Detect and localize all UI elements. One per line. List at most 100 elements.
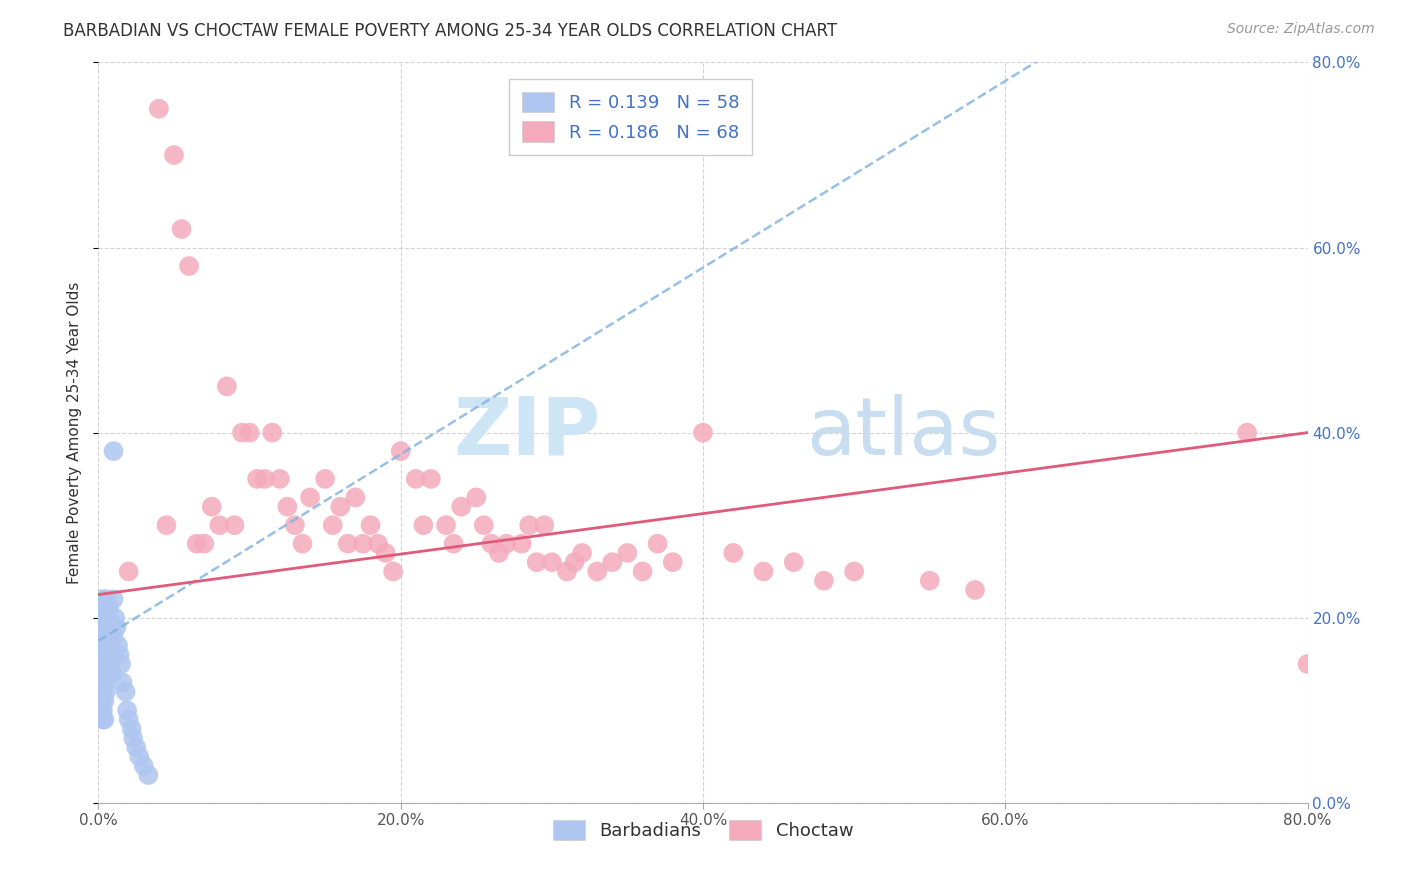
- Point: [103, 444, 125, 458]
- Point: [495, 536, 517, 550]
- Point: [90, 592, 112, 607]
- Point: [284, 518, 307, 533]
- Point: [94, 648, 117, 662]
- Point: [692, 425, 714, 440]
- Point: [510, 536, 533, 550]
- Point: [94, 592, 117, 607]
- Point: [155, 518, 177, 533]
- Point: [813, 574, 835, 588]
- Point: [100, 620, 122, 634]
- Point: [91, 703, 114, 717]
- Point: [208, 518, 231, 533]
- Point: [201, 500, 224, 514]
- Point: [488, 546, 510, 560]
- Point: [382, 565, 405, 579]
- Point: [98, 657, 121, 671]
- Point: [443, 536, 465, 550]
- Y-axis label: Female Poverty Among 25-34 Year Olds: Female Poverty Among 25-34 Year Olds: [67, 282, 83, 583]
- Point: [114, 685, 136, 699]
- Point: [91, 685, 114, 699]
- Point: [100, 648, 122, 662]
- Point: [329, 500, 352, 514]
- Point: [472, 518, 495, 533]
- Point: [136, 768, 159, 782]
- Point: [94, 620, 117, 634]
- Point: [434, 518, 457, 533]
- Point: [91, 601, 114, 615]
- Point: [1296, 657, 1319, 671]
- Point: [389, 444, 412, 458]
- Point: [96, 610, 118, 624]
- Point: [481, 536, 503, 550]
- Point: [465, 491, 488, 505]
- Point: [533, 518, 555, 533]
- Point: [412, 518, 434, 533]
- Point: [89, 666, 111, 681]
- Point: [110, 657, 132, 671]
- Point: [179, 259, 201, 273]
- Point: [314, 472, 336, 486]
- Point: [93, 713, 115, 727]
- Point: [276, 500, 298, 514]
- Point: [93, 694, 115, 708]
- Point: [91, 713, 114, 727]
- Point: [94, 666, 117, 681]
- Point: [918, 574, 941, 588]
- Point: [1236, 425, 1258, 440]
- Point: [631, 565, 654, 579]
- Point: [571, 546, 593, 560]
- Point: [103, 592, 125, 607]
- Point: [253, 472, 276, 486]
- Point: [93, 610, 115, 624]
- Point: [723, 546, 745, 560]
- Point: [111, 675, 134, 690]
- Point: [94, 685, 117, 699]
- Point: [148, 102, 170, 116]
- Point: [89, 685, 111, 699]
- Point: [101, 666, 124, 681]
- Point: [122, 731, 145, 745]
- Point: [661, 555, 683, 569]
- Point: [101, 629, 124, 643]
- Point: [262, 425, 284, 440]
- Point: [98, 629, 121, 643]
- Point: [555, 565, 578, 579]
- Point: [91, 666, 114, 681]
- Point: [96, 639, 118, 653]
- Text: BARBADIAN VS CHOCTAW FEMALE POVERTY AMONG 25-34 YEAR OLDS CORRELATION CHART: BARBADIAN VS CHOCTAW FEMALE POVERTY AMON…: [63, 22, 838, 40]
- Point: [215, 379, 238, 393]
- Point: [405, 472, 427, 486]
- Point: [170, 222, 193, 236]
- Point: [752, 565, 775, 579]
- Point: [193, 536, 215, 550]
- Point: [322, 518, 344, 533]
- Point: [118, 713, 141, 727]
- Point: [89, 648, 111, 662]
- Point: [90, 703, 112, 717]
- Point: [90, 675, 112, 690]
- Point: [89, 629, 111, 643]
- Point: [93, 657, 115, 671]
- Point: [132, 758, 155, 772]
- Point: [526, 555, 548, 569]
- Text: Source: ZipAtlas.com: Source: ZipAtlas.com: [1227, 22, 1375, 37]
- Point: [163, 148, 186, 162]
- Point: [616, 546, 638, 560]
- Point: [269, 472, 291, 486]
- Point: [104, 610, 127, 624]
- Point: [90, 657, 112, 671]
- Point: [231, 425, 253, 440]
- Point: [91, 629, 114, 643]
- Point: [360, 518, 382, 533]
- Point: [186, 536, 208, 550]
- Point: [586, 565, 609, 579]
- Point: [336, 536, 359, 550]
- Point: [107, 639, 129, 653]
- Point: [783, 555, 806, 569]
- Point: [115, 703, 138, 717]
- Point: [299, 491, 322, 505]
- Point: [602, 555, 624, 569]
- Point: [108, 648, 131, 662]
- Point: [93, 639, 115, 653]
- Point: [105, 620, 128, 634]
